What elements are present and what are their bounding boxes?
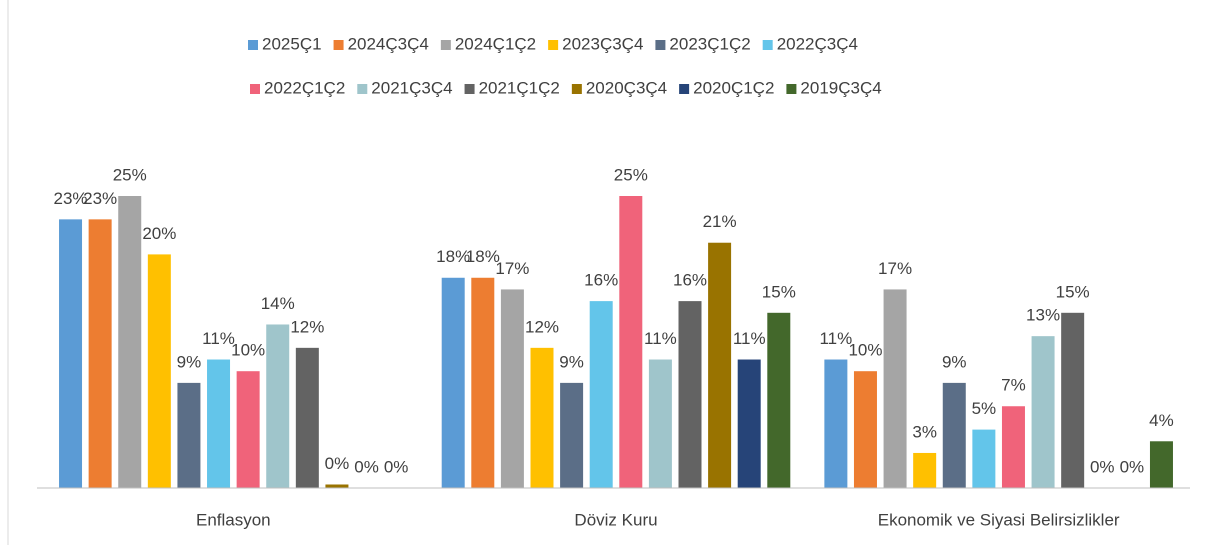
bar — [942, 382, 966, 488]
legend-label: 2019Ç3Ç4 — [800, 78, 881, 97]
bar — [708, 242, 732, 488]
bar — [59, 219, 83, 489]
value-label: 21% — [703, 212, 737, 231]
x-tick-label: Enflasyon — [196, 510, 271, 529]
value-label: 0% — [384, 457, 409, 476]
bar — [560, 382, 584, 488]
legend-label: 2021Ç3Ç4 — [371, 78, 452, 97]
legend-swatch — [250, 84, 260, 94]
bar — [737, 359, 761, 488]
bar — [913, 452, 937, 488]
bar — [266, 324, 290, 488]
legend-swatch — [248, 40, 258, 50]
value-label: 11% — [819, 329, 852, 348]
value-label: 12% — [290, 317, 324, 336]
bar — [295, 347, 319, 488]
legend-label: 2022Ç3Ç4 — [777, 34, 858, 53]
legend-label: 2023Ç1Ç2 — [669, 34, 750, 53]
value-label: 7% — [1001, 376, 1026, 395]
value-label: 13% — [1026, 306, 1060, 325]
value-label: 11% — [644, 329, 677, 348]
value-label: 16% — [584, 271, 618, 290]
legend-swatch — [464, 84, 475, 94]
value-label: 0% — [354, 457, 379, 476]
bar — [883, 289, 907, 488]
value-label: 20% — [142, 224, 176, 243]
legend-label: 2023Ç3Ç4 — [562, 34, 643, 53]
value-label: 18% — [466, 247, 500, 266]
value-label: 16% — [673, 271, 707, 290]
bar — [118, 196, 142, 488]
value-label: 23% — [54, 189, 88, 208]
value-label: 11% — [733, 329, 766, 348]
value-label: 15% — [762, 282, 796, 301]
value-label: 5% — [972, 399, 997, 418]
value-label: 0% — [1090, 457, 1115, 476]
value-label: 12% — [525, 317, 559, 336]
bar — [471, 277, 495, 488]
value-label: 18% — [436, 247, 470, 266]
bar — [1149, 441, 1173, 488]
bar — [619, 196, 643, 488]
legend-swatch — [333, 40, 344, 50]
bar — [972, 429, 996, 488]
bar — [853, 371, 877, 488]
value-label: 0% — [1120, 457, 1145, 476]
legend-label: 2021Ç1Ç2 — [479, 78, 560, 97]
bar — [767, 312, 791, 488]
value-label: 25% — [113, 165, 147, 184]
x-tick-label: Ekonomik ve Siyasi Belirsizlikler — [878, 510, 1120, 529]
value-label: 4% — [1149, 411, 1174, 430]
value-label: 25% — [614, 165, 648, 184]
bar — [678, 301, 702, 488]
value-label: 10% — [848, 341, 882, 360]
legend-swatch — [571, 84, 582, 94]
value-label: 11% — [202, 329, 235, 348]
bar — [207, 359, 231, 488]
legend-swatch — [762, 40, 773, 50]
legend-swatch — [786, 84, 797, 94]
legend-label: 2022Ç1Ç2 — [264, 78, 345, 97]
bar — [589, 301, 613, 488]
bar — [1061, 312, 1085, 488]
value-label: 17% — [495, 259, 529, 278]
value-label: 9% — [177, 352, 202, 371]
legend-swatch — [357, 84, 368, 94]
value-label: 17% — [878, 259, 912, 278]
bar — [236, 371, 260, 488]
legend-label: 2020Ç1Ç2 — [693, 78, 774, 97]
legend-swatch — [655, 40, 666, 50]
bar — [88, 219, 112, 489]
legend-swatch — [440, 40, 451, 50]
value-label: 0% — [325, 454, 350, 473]
value-label: 23% — [83, 189, 117, 208]
bar — [530, 347, 554, 488]
value-label: 9% — [942, 352, 967, 371]
value-label: 3% — [912, 422, 937, 441]
legend-swatch — [548, 40, 559, 50]
bar — [1001, 406, 1025, 488]
bar — [325, 484, 349, 488]
bar — [1031, 336, 1055, 488]
value-label: 14% — [261, 294, 295, 313]
bar — [824, 359, 848, 488]
bar — [648, 359, 672, 488]
value-label: 10% — [231, 341, 265, 360]
bar — [500, 289, 524, 488]
legend-label: 2024Ç3Ç4 — [348, 34, 429, 53]
legend-swatch — [679, 84, 690, 94]
legend-label: 2025Ç1 — [262, 34, 322, 53]
bar — [147, 254, 171, 488]
bar — [441, 277, 465, 488]
value-label: 9% — [559, 352, 584, 371]
x-tick-label: Döviz Kuru — [574, 510, 657, 529]
legend-label: 2024Ç1Ç2 — [455, 34, 536, 53]
value-label: 15% — [1056, 282, 1090, 301]
legend-label: 2020Ç3Ç4 — [586, 78, 667, 97]
bar — [177, 382, 201, 488]
